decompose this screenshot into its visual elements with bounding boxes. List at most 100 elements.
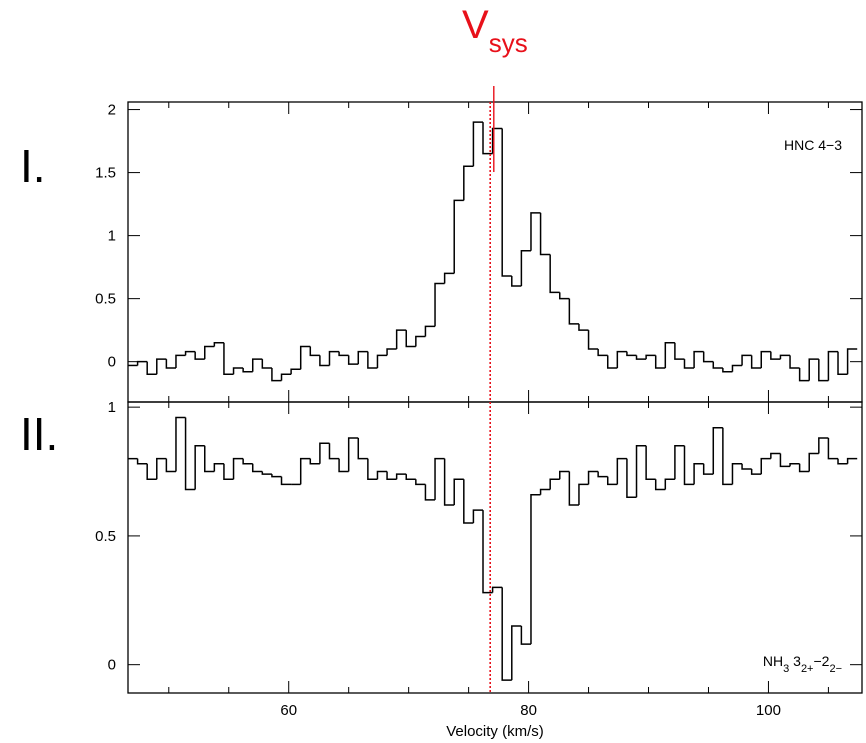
- spectrum-step: [597, 349, 608, 357]
- spectrum-step: [156, 457, 167, 480]
- spectrum-step: [175, 354, 186, 368]
- spectrum-step: [223, 463, 234, 481]
- spectrum-step: [779, 453, 791, 468]
- spectrum-step: [674, 342, 685, 360]
- spectrum-step: [539, 212, 551, 256]
- spectrum-step: [204, 345, 215, 360]
- spectrum-step: [587, 470, 599, 485]
- spectrum-step: [798, 463, 810, 473]
- spectrum-step: [194, 445, 205, 490]
- spectrum-step: [415, 479, 426, 486]
- panel-label: I.: [20, 140, 46, 192]
- spectrum-step: [367, 458, 378, 481]
- spectrum-step: [405, 474, 416, 481]
- y-tick-label: 0.5: [95, 291, 116, 308]
- line-label: HNC 4−3: [784, 137, 842, 153]
- spectrum-step: [251, 463, 263, 473]
- spectrum-step: [702, 351, 714, 363]
- spectrum-step: [645, 445, 656, 481]
- spectrum-step: [654, 355, 666, 369]
- spectrum-step: [280, 373, 292, 381]
- vsys-text: V: [462, 3, 489, 47]
- spectrum-step: [194, 351, 205, 360]
- spectrum-step: [271, 367, 282, 382]
- spectrum-step: [299, 345, 311, 370]
- spectrum-step: [376, 354, 388, 368]
- vsys-subscript: sys: [489, 28, 528, 58]
- line-label: NH3 32+−22−: [763, 653, 842, 675]
- label-text: HNC 4−3: [784, 137, 842, 153]
- spectrum-step: [443, 458, 455, 506]
- spectrum-step: [482, 122, 493, 155]
- spectrum-step: [731, 364, 743, 372]
- spectrum-step: [530, 212, 541, 251]
- spectrum-step: [165, 458, 176, 473]
- spectrum-step: [587, 330, 599, 350]
- spectrum-step: [309, 346, 320, 357]
- y-tick-label: 0: [108, 657, 116, 674]
- spectrum-step: [347, 437, 359, 472]
- spectrum-step: [165, 359, 176, 369]
- spectrum-step: [616, 457, 627, 485]
- spectrum-step: [779, 354, 791, 360]
- x-tick-label: 80: [520, 702, 537, 719]
- y-tick-label: 0.5: [95, 528, 116, 545]
- spectrum-step: [818, 437, 829, 454]
- spectrum-step: [156, 358, 167, 375]
- panel-label: II.: [20, 408, 58, 460]
- label-text: −2: [813, 653, 829, 669]
- spectrum-step: [357, 350, 368, 365]
- spectrum-step: [251, 358, 263, 372]
- spectrum-step: [136, 360, 148, 366]
- spectrum-step: [376, 470, 388, 480]
- y-tick-label: 1: [108, 399, 116, 416]
- spectrum-step: [712, 361, 723, 369]
- spectrum-step: [328, 350, 340, 366]
- spectrum-step: [213, 463, 224, 472]
- spectrum-step: [328, 443, 340, 460]
- spectrum-step: [846, 348, 858, 375]
- spectrum-step: [559, 292, 570, 300]
- spectrum-step: [175, 416, 186, 472]
- label-text: 3: [789, 653, 801, 669]
- spectrum-step: [290, 368, 301, 375]
- spectrum-step: [472, 509, 484, 524]
- spectrum-step: [808, 452, 819, 472]
- spectrum-step: [846, 457, 858, 464]
- spectrum-step: [683, 445, 695, 486]
- spectrum-step: [664, 478, 675, 490]
- spectrum-step: [789, 463, 800, 467]
- spectrum-step: [578, 483, 589, 506]
- y-tick-label: 1: [108, 228, 116, 245]
- spectrum-step: [415, 335, 426, 347]
- spectrum-step: [635, 445, 647, 498]
- spectrum-step: [568, 471, 579, 506]
- spectrum-step: [184, 350, 196, 356]
- spectrum-step: [223, 342, 234, 376]
- spectrum-step: [578, 323, 589, 331]
- spectrum-step: [232, 457, 244, 480]
- spectrum-step: [146, 463, 157, 481]
- spectrum-step: [837, 458, 848, 465]
- plot-frame: [127, 401, 863, 694]
- spectrum-step: [386, 471, 397, 481]
- spectrum-step: [683, 359, 695, 369]
- label-subscript: 2−: [829, 663, 842, 675]
- label-text: NH: [763, 653, 783, 669]
- label-subscript: 2+: [801, 663, 814, 675]
- spectrum-step: [463, 165, 474, 201]
- spectrum-step: [319, 442, 330, 464]
- y-tick-label: 2: [108, 102, 116, 119]
- spectrum-step: [232, 367, 244, 375]
- spectrum-step: [837, 351, 848, 376]
- spectrum-step: [405, 330, 416, 348]
- spectrum-step: [741, 463, 752, 470]
- spectrum-step: [242, 367, 253, 373]
- spectrum-step: [693, 463, 704, 485]
- x-axis-label: Velocity (km/s): [446, 723, 544, 740]
- spectrum-step: [261, 471, 272, 475]
- spectrum-step: [482, 510, 493, 594]
- spectrum-step: [606, 355, 618, 369]
- spectrum-step: [798, 367, 810, 382]
